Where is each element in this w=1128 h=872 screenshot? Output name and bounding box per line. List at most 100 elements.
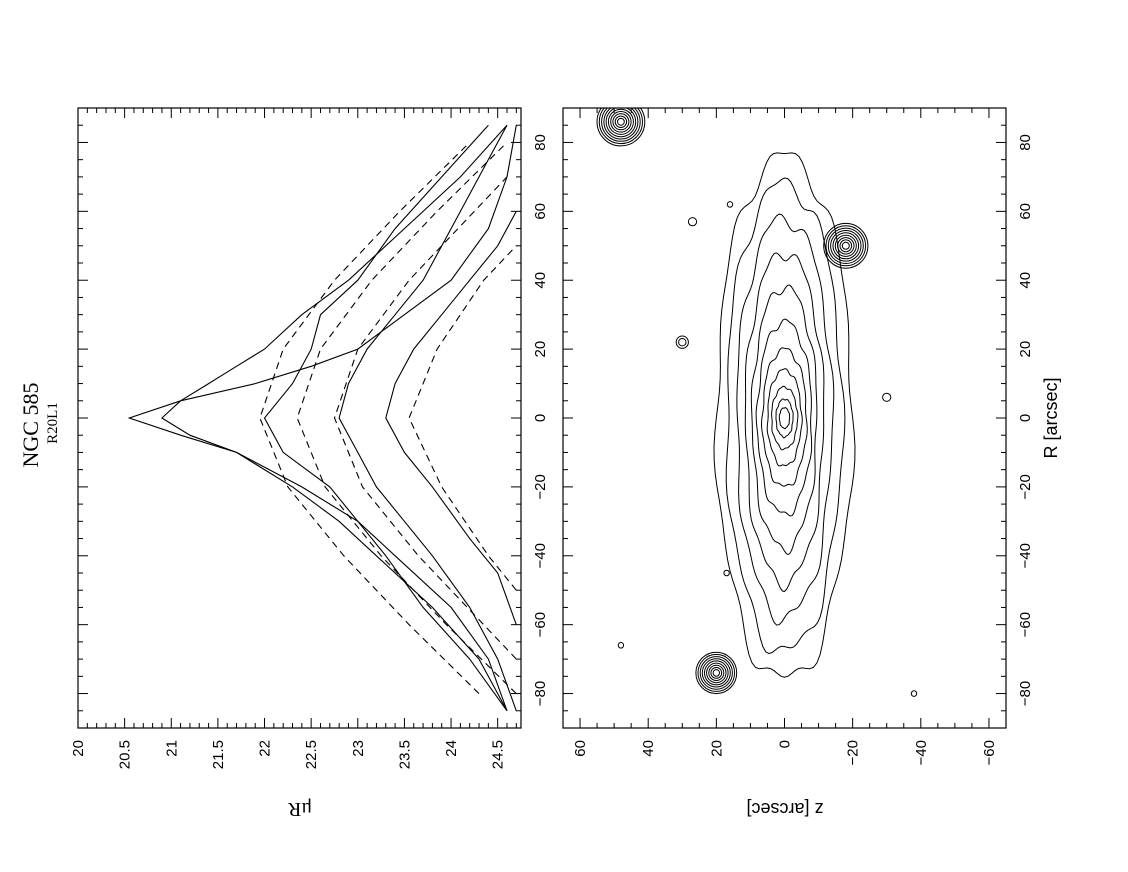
- contour-frame: [562, 107, 1007, 729]
- star-contour: [598, 108, 643, 145]
- profile-r-tick-label: 0: [532, 414, 549, 422]
- figure-title: NGC 585: [18, 383, 43, 468]
- star-contour: [603, 108, 639, 140]
- figure-subtitle: R20L1: [45, 402, 61, 444]
- star-contour: [710, 667, 723, 679]
- profile-data-line: [127, 125, 517, 711]
- profile-r-tick-label: 20: [532, 341, 549, 358]
- profile-r-tick-label: −20: [532, 474, 549, 499]
- contour-r-tick-label: 20: [1017, 341, 1034, 358]
- contour-ticks: [563, 107, 1006, 729]
- profile-mu-tick-label: 21.5: [210, 740, 227, 769]
- star-contour: [617, 117, 625, 126]
- profile-mu-tick-label: 22: [257, 740, 274, 757]
- profile-data-line: [338, 124, 517, 711]
- star-contour: [827, 227, 864, 265]
- profile-model-line: [296, 142, 517, 694]
- profile-r-tick-label: −40: [532, 543, 549, 568]
- star-contour: [882, 392, 892, 402]
- contour-z-tick-label: 40: [640, 740, 657, 757]
- galaxy-isophote: [725, 177, 846, 655]
- contour-z-tick-label: −60: [981, 740, 998, 765]
- profile-model-line: [333, 176, 517, 660]
- galaxy-isophote: [760, 347, 808, 487]
- galaxy-isophote: [766, 368, 803, 467]
- star-contour: [695, 651, 738, 695]
- star-contour: [687, 217, 698, 227]
- star-contour: [699, 656, 733, 690]
- contour-lines-group: [596, 108, 918, 697]
- contour-panel: −80 −60 −40 −20 0 20 40 60 80 −60 −40 −20 0 20 40 60 R …: [562, 107, 1061, 819]
- star-contour: [614, 115, 628, 129]
- star-contour: [712, 669, 720, 677]
- star-contour: [704, 660, 729, 686]
- contour-z-tick-label: 20: [708, 740, 725, 757]
- galaxy-isophote: [755, 318, 813, 517]
- profile-data-line: [263, 124, 508, 712]
- galaxy-isophote: [713, 152, 856, 678]
- star-contour: [701, 658, 731, 688]
- star-contour: [605, 108, 637, 138]
- profile-mu-tick-label: 21: [163, 740, 180, 757]
- galaxy-isophote: [750, 284, 818, 556]
- contour-tick-labels: −80 −60 −40 −20 0 20 40 60 80 −60 −40 −20 0 20 40 60: [572, 134, 1034, 765]
- contour-z-tick-label: −40: [913, 740, 930, 765]
- contour-r-tick-label: −40: [1017, 543, 1034, 568]
- profile-mu-tick-label: 20.5: [117, 740, 134, 769]
- profile-frame: [77, 107, 522, 729]
- profile-model-line: [408, 245, 517, 591]
- star-contour: [726, 201, 734, 208]
- contour-z-tick-label: −20: [845, 740, 862, 765]
- contour-y-axis-label: z [arcsec]: [746, 799, 823, 819]
- galaxy-isophote: [775, 398, 794, 439]
- galaxy-isophote: [778, 407, 791, 430]
- profile-panel: −80 −60 −40 −20 0 20 40 60 80 20 20.5 21 21.5 22 22.5 2…: [70, 107, 549, 820]
- star-contour: [832, 232, 860, 260]
- star-contour: [678, 338, 687, 347]
- contour-z-tick-label: 0: [777, 740, 794, 748]
- star-contour: [596, 108, 646, 147]
- profile-ticks: [77, 107, 521, 729]
- galaxy-isophote: [736, 213, 835, 626]
- profile-data-line: [385, 211, 517, 625]
- contour-r-tick-label: −80: [1017, 681, 1034, 706]
- star-contour: [837, 237, 855, 255]
- star-contour: [708, 664, 725, 682]
- profile-r-tick-label: 80: [532, 134, 549, 151]
- profile-y-axis-label: μR: [287, 798, 312, 820]
- profile-r-tick-label: −80: [532, 681, 549, 706]
- contour-r-tick-label: −20: [1017, 474, 1034, 499]
- star-contour: [830, 230, 862, 262]
- contour-r-tick-label: 0: [1017, 414, 1034, 422]
- contour-x-axis-label: R [arcsec]: [1041, 377, 1061, 458]
- star-contour: [723, 569, 730, 577]
- profile-series-group: [127, 124, 517, 712]
- galaxy-isophote: [771, 385, 799, 451]
- contour-r-tick-label: 80: [1017, 134, 1034, 151]
- profile-mu-tick-label: 20: [70, 740, 87, 757]
- star-contour: [825, 225, 867, 267]
- star-contour: [839, 239, 853, 253]
- contour-z-tick-label: 60: [572, 740, 589, 757]
- profile-r-tick-label: 60: [532, 203, 549, 220]
- contour-r-tick-label: −60: [1017, 612, 1034, 637]
- star-contour: [612, 113, 630, 131]
- profile-r-tick-label: 40: [532, 272, 549, 289]
- star-contour: [823, 222, 869, 269]
- profile-data-line: [160, 124, 508, 712]
- star-contour: [706, 662, 727, 684]
- profile-mu-tick-label: 24: [443, 740, 460, 757]
- star-contour: [841, 241, 850, 250]
- profile-mu-tick-label: 24.5: [490, 740, 507, 769]
- profile-r-tick-label: −60: [532, 612, 549, 637]
- star-contour: [675, 335, 689, 349]
- star-contour: [601, 108, 641, 142]
- profile-mu-tick-label: 23: [350, 740, 367, 757]
- contour-r-tick-label: 60: [1017, 203, 1034, 220]
- star-contour: [834, 234, 857, 257]
- star-contour: [910, 690, 918, 697]
- star-contour: [697, 653, 736, 692]
- star-contour: [607, 108, 634, 135]
- profile-model-line: [259, 142, 480, 694]
